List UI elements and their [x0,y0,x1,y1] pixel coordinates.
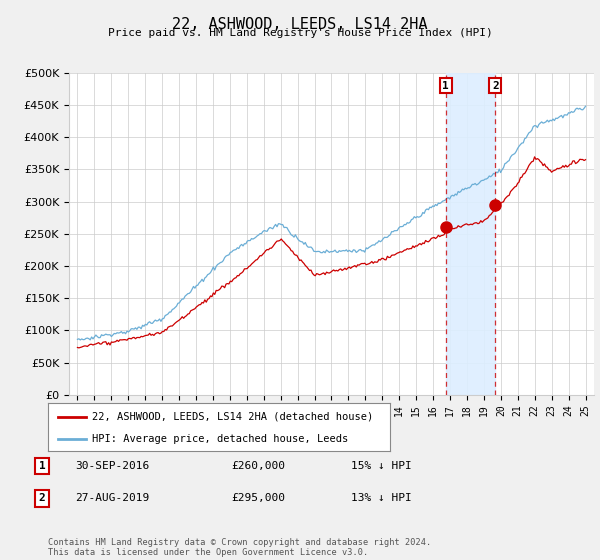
Text: 22, ASHWOOD, LEEDS, LS14 2HA: 22, ASHWOOD, LEEDS, LS14 2HA [172,17,428,32]
Text: 15% ↓ HPI: 15% ↓ HPI [351,461,412,471]
Text: HPI: Average price, detached house, Leeds: HPI: Average price, detached house, Leed… [92,434,349,444]
Text: 1: 1 [442,81,449,91]
Text: 1: 1 [38,461,46,471]
Text: Contains HM Land Registry data © Crown copyright and database right 2024.
This d: Contains HM Land Registry data © Crown c… [48,538,431,557]
Text: 2: 2 [492,81,499,91]
Text: 30-SEP-2016: 30-SEP-2016 [75,461,149,471]
Text: £260,000: £260,000 [231,461,285,471]
Text: 22, ASHWOOD, LEEDS, LS14 2HA (detached house): 22, ASHWOOD, LEEDS, LS14 2HA (detached h… [92,412,374,422]
Text: Price paid vs. HM Land Registry's House Price Index (HPI): Price paid vs. HM Land Registry's House … [107,28,493,38]
Text: 13% ↓ HPI: 13% ↓ HPI [351,493,412,503]
Text: 2: 2 [38,493,46,503]
Text: £295,000: £295,000 [231,493,285,503]
Text: 27-AUG-2019: 27-AUG-2019 [75,493,149,503]
Bar [446,73,495,395]
